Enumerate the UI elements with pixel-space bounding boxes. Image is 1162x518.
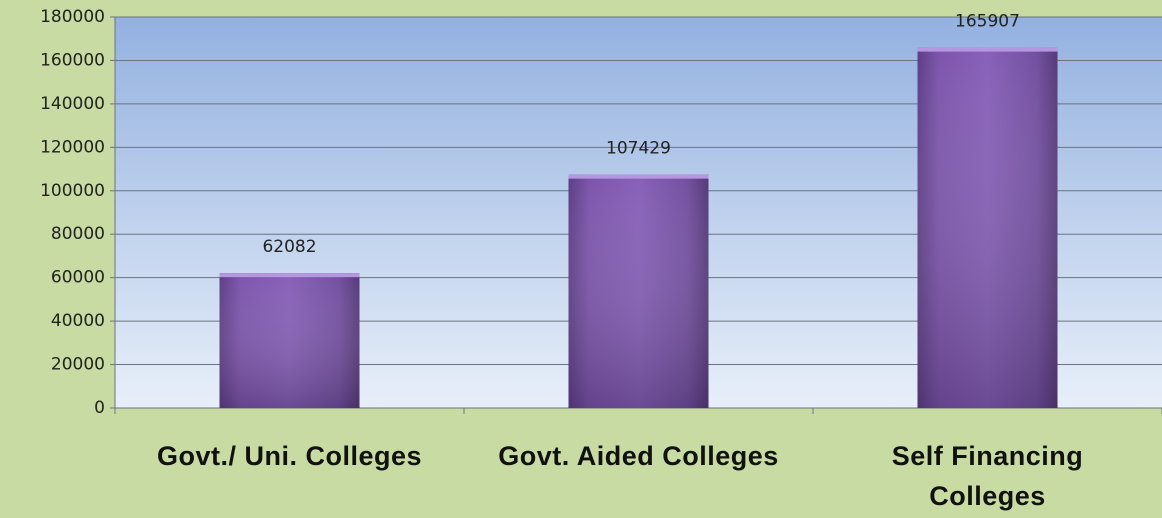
bar-cap — [917, 47, 1058, 52]
y-tick-label: 140000 — [40, 94, 105, 114]
data-label: 62082 — [262, 237, 316, 257]
x-tick-label: Self Financing Colleges — [891, 441, 1084, 511]
y-tick-label: 40000 — [51, 311, 105, 331]
y-tick-label: 100000 — [40, 181, 105, 201]
y-tick-label: 0 — [94, 398, 105, 418]
y-tick-label: 180000 — [40, 7, 105, 27]
bar-shade — [568, 174, 709, 408]
y-tick-label: 80000 — [51, 224, 105, 244]
data-label: 107429 — [606, 139, 671, 159]
bar-shade — [219, 273, 360, 408]
bar-cap — [219, 273, 360, 278]
y-tick-label: 160000 — [40, 50, 105, 70]
x-tick-label: Govt./ Uni. Colleges — [156, 441, 423, 471]
bar-shade — [917, 47, 1058, 408]
data-label: 165907 — [955, 12, 1020, 32]
y-tick-label: 20000 — [51, 355, 105, 375]
x-tick-label: Govt. Aided Colleges — [498, 441, 779, 471]
bar-cap — [568, 174, 709, 179]
y-tick-label: 120000 — [40, 137, 105, 157]
y-tick-label: 60000 — [51, 268, 105, 288]
